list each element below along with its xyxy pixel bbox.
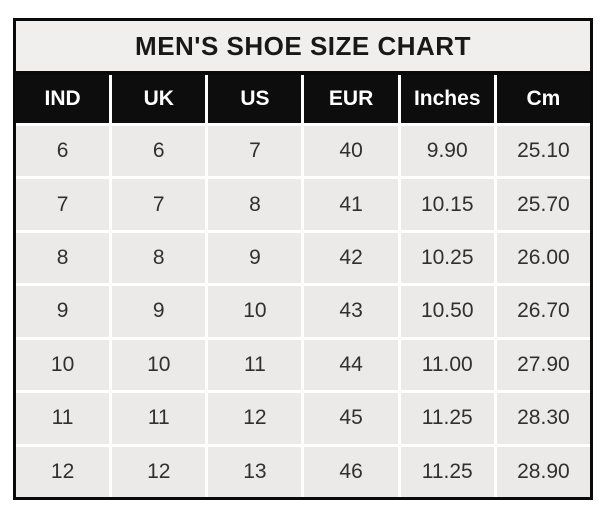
table-row: 9 9 10 43 10.50 26.70 bbox=[16, 286, 590, 337]
table-cell: 6 bbox=[16, 126, 110, 177]
table-cell: 6 bbox=[112, 126, 206, 177]
table-row: 8 8 9 42 10.25 26.00 bbox=[16, 232, 590, 284]
table-cell: 26.00 bbox=[496, 232, 590, 284]
table-cell: 44 bbox=[304, 339, 398, 391]
column-header-ind: IND bbox=[16, 75, 110, 123]
table-cell: 27.90 bbox=[496, 339, 590, 391]
table-cell: 26.70 bbox=[496, 286, 590, 337]
table-cell: 7 bbox=[16, 179, 110, 230]
table-cell: 10 bbox=[16, 339, 110, 391]
table-cell: 10 bbox=[112, 339, 206, 391]
table-cell: 12 bbox=[208, 393, 302, 444]
table-cell: 25.10 bbox=[496, 126, 590, 177]
table-cell: 28.30 bbox=[496, 393, 590, 444]
table-cell: 7 bbox=[208, 126, 302, 177]
table-body: 6 6 7 40 9.90 25.10 7 7 8 41 10.15 25.70… bbox=[16, 123, 590, 497]
table-cell: 42 bbox=[304, 232, 398, 284]
table-row: 11 11 12 45 11.25 28.30 bbox=[16, 393, 590, 444]
table-cell: 10.25 bbox=[400, 232, 494, 284]
table-cell: 25.70 bbox=[496, 179, 590, 230]
table-cell: 12 bbox=[112, 446, 206, 497]
table-header-row: IND UK US EUR Inches Cm bbox=[16, 75, 590, 123]
table-cell: 12 bbox=[16, 446, 110, 497]
table-cell: 40 bbox=[304, 126, 398, 177]
table-cell: 10 bbox=[208, 286, 302, 337]
table-cell: 11 bbox=[112, 393, 206, 444]
table-title: MEN'S SHOE SIZE CHART bbox=[16, 21, 590, 75]
table-cell: 11.25 bbox=[400, 446, 494, 497]
table-cell: 43 bbox=[304, 286, 398, 337]
table-cell: 11.25 bbox=[400, 393, 494, 444]
table-cell: 8 bbox=[16, 232, 110, 284]
table-cell: 8 bbox=[112, 232, 206, 284]
column-header-inches: Inches bbox=[400, 75, 494, 123]
column-header-uk: UK bbox=[112, 75, 206, 123]
column-header-cm: Cm bbox=[496, 75, 590, 123]
table-cell: 11 bbox=[16, 393, 110, 444]
table-cell: 11 bbox=[208, 339, 302, 391]
table-cell: 13 bbox=[208, 446, 302, 497]
table-row: 6 6 7 40 9.90 25.10 bbox=[16, 126, 590, 177]
table-cell: 11.00 bbox=[400, 339, 494, 391]
table-cell: 46 bbox=[304, 446, 398, 497]
table-cell: 28.90 bbox=[496, 446, 590, 497]
table-cell: 10.15 bbox=[400, 179, 494, 230]
table-cell: 41 bbox=[304, 179, 398, 230]
table-cell: 9 bbox=[16, 286, 110, 337]
table-cell: 9 bbox=[208, 232, 302, 284]
table-row: 7 7 8 41 10.15 25.70 bbox=[16, 179, 590, 230]
table-row: 12 12 13 46 11.25 28.90 bbox=[16, 446, 590, 497]
shoe-size-chart-table: MEN'S SHOE SIZE CHART IND UK US EUR Inch… bbox=[13, 18, 593, 500]
column-header-us: US bbox=[208, 75, 302, 123]
table-cell: 7 bbox=[112, 179, 206, 230]
table-cell: 10.50 bbox=[400, 286, 494, 337]
table-cell: 8 bbox=[208, 179, 302, 230]
column-header-eur: EUR bbox=[304, 75, 398, 123]
table-cell: 9 bbox=[112, 286, 206, 337]
table-cell: 9.90 bbox=[400, 126, 494, 177]
table-row: 10 10 11 44 11.00 27.90 bbox=[16, 339, 590, 391]
table-cell: 45 bbox=[304, 393, 398, 444]
